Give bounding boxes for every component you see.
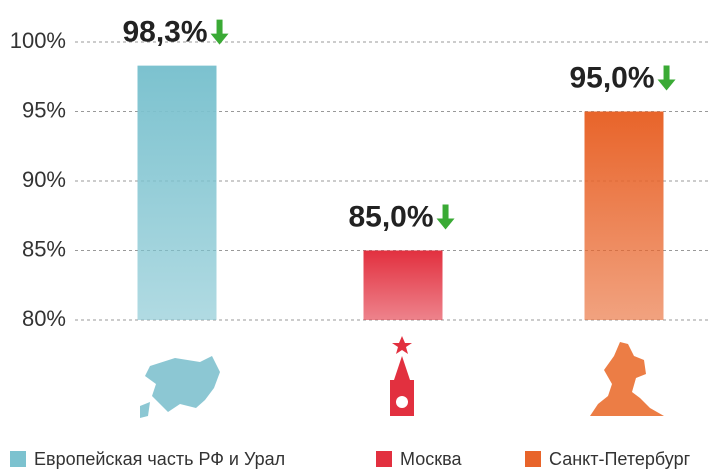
bar (584, 111, 664, 320)
legend-label: Европейская часть РФ и Урал (34, 449, 285, 469)
y-tick-label: 100% (10, 28, 66, 53)
legend-label: Санкт-Петербург (549, 449, 691, 469)
down-arrow (657, 65, 676, 91)
y-tick-label: 85% (22, 236, 66, 261)
legend-swatch (376, 451, 392, 467)
y-tick-label: 80% (22, 306, 66, 331)
value-label: 95,0% (569, 61, 654, 94)
statue-icon (590, 342, 664, 416)
legend-swatch (10, 451, 26, 467)
y-tick-label: 90% (22, 167, 66, 192)
bar (363, 250, 443, 320)
kremlin-icon (390, 336, 414, 416)
bar (137, 65, 217, 320)
value-label: 85,0% (348, 200, 433, 233)
y-tick-label: 95% (22, 97, 66, 122)
down-arrow (436, 204, 455, 230)
region-icon (140, 356, 220, 418)
legend-label: Москва (400, 449, 462, 469)
down-arrow (210, 19, 229, 45)
value-label: 98,3% (122, 16, 207, 49)
legend-swatch (525, 451, 541, 467)
